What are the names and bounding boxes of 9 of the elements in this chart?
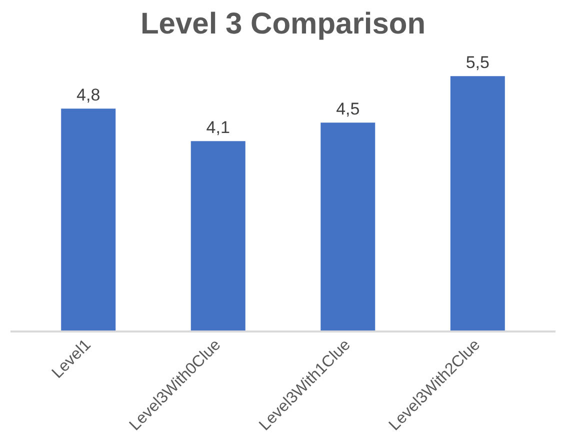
bar xyxy=(450,76,505,332)
bar xyxy=(190,141,246,332)
data-label: 5,5 xyxy=(466,53,490,72)
data-label: 4,8 xyxy=(76,86,100,105)
bar xyxy=(61,108,116,332)
data-label: 4,5 xyxy=(336,100,360,119)
chart-title: Level 3 Comparison xyxy=(140,8,426,40)
bar xyxy=(320,122,376,332)
data-label: 4,1 xyxy=(206,118,230,138)
